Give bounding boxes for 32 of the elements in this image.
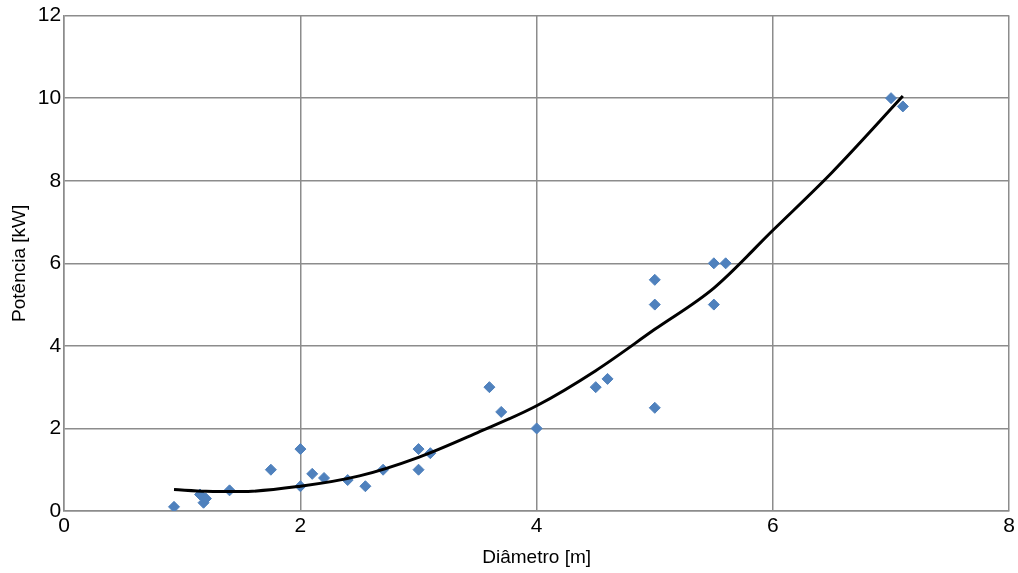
point <box>648 298 661 311</box>
x-tick-label: 8 <box>1003 513 1015 537</box>
point <box>601 372 614 385</box>
y-tick-label: 2 <box>49 415 62 439</box>
point <box>885 92 898 105</box>
point <box>294 443 307 456</box>
point <box>530 422 543 435</box>
point <box>707 298 720 311</box>
point <box>589 381 602 394</box>
x-axis-title: Diâmetro [m] <box>482 545 592 567</box>
y-tick-label: 12 <box>37 2 62 26</box>
point <box>359 480 372 493</box>
x-tick-label: 4 <box>530 513 543 537</box>
y-tick-label: 10 <box>37 84 62 108</box>
point <box>707 257 720 270</box>
point <box>648 273 661 286</box>
y-axis-title: Potência [kW] <box>7 204 29 322</box>
point <box>306 467 319 480</box>
point <box>264 463 277 476</box>
y-tick-label: 6 <box>49 250 62 274</box>
point <box>648 401 661 414</box>
x-tick-label: 6 <box>767 513 779 537</box>
point <box>168 500 181 511</box>
point <box>719 257 732 270</box>
point <box>412 463 425 476</box>
y-tick-label: 4 <box>49 332 62 356</box>
point <box>896 100 909 113</box>
point <box>495 405 508 418</box>
point <box>412 443 425 456</box>
x-tick-label: 2 <box>294 513 307 537</box>
point <box>483 381 496 394</box>
y-tick-label: 8 <box>49 167 62 191</box>
